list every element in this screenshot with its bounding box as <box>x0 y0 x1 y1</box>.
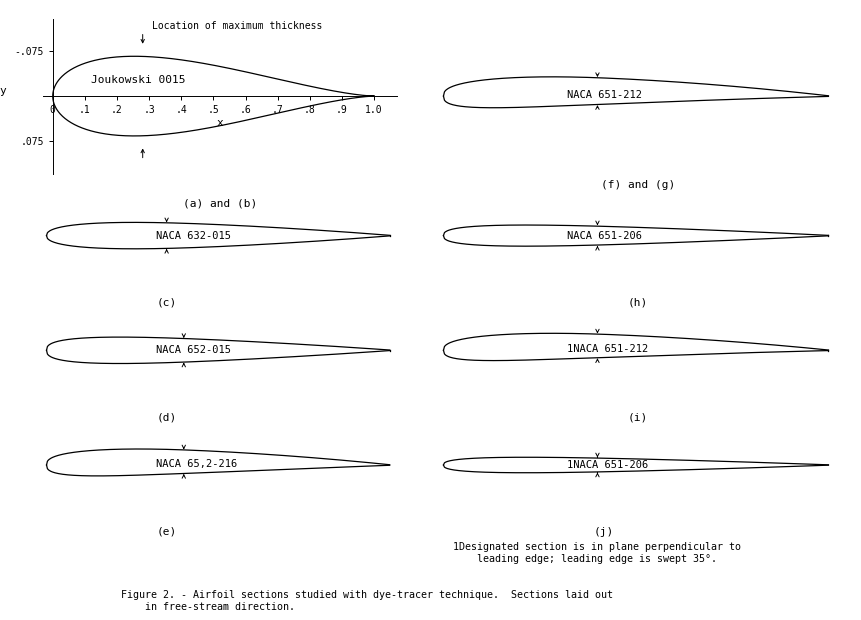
Text: (j): (j) <box>592 527 613 537</box>
Text: 1NACA 651-206: 1NACA 651-206 <box>566 460 647 470</box>
Text: Location of maximum thickness: Location of maximum thickness <box>152 20 322 31</box>
Text: Joukowski 0015: Joukowski 0015 <box>91 75 186 85</box>
Text: (d): (d) <box>157 412 177 422</box>
Text: (a) and (b): (a) and (b) <box>183 198 257 208</box>
Text: (e): (e) <box>157 527 177 537</box>
Text: Figure 2. - Airfoil sections studied with dye-tracer technique.  Sections laid o: Figure 2. - Airfoil sections studied wit… <box>121 590 612 612</box>
Text: (i): (i) <box>627 412 647 422</box>
Text: (c): (c) <box>157 298 177 308</box>
Text: 1NACA 651-212: 1NACA 651-212 <box>566 344 647 354</box>
Text: (h): (h) <box>627 298 647 308</box>
Text: NACA 652-015: NACA 652-015 <box>156 345 231 355</box>
Y-axis label: y: y <box>0 86 7 96</box>
Text: 1Designated section is in plane perpendicular to
    leading edge; leading edge : 1Designated section is in plane perpendi… <box>452 542 740 564</box>
Text: NACA 632-015: NACA 632-015 <box>156 231 231 241</box>
Text: NACA 651-212: NACA 651-212 <box>566 90 641 100</box>
Text: (f) and (g): (f) and (g) <box>600 180 674 190</box>
X-axis label: x: x <box>216 118 223 128</box>
Text: NACA 65,2-216: NACA 65,2-216 <box>156 459 238 469</box>
Text: NACA 651-206: NACA 651-206 <box>566 231 641 241</box>
